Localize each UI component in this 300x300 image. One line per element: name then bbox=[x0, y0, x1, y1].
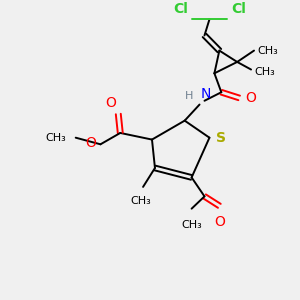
Text: O: O bbox=[105, 96, 116, 110]
Text: CH₃: CH₃ bbox=[257, 46, 278, 56]
Text: N: N bbox=[200, 87, 211, 101]
Text: O: O bbox=[85, 136, 97, 150]
Text: CH₃: CH₃ bbox=[131, 196, 152, 206]
Text: Cl: Cl bbox=[173, 2, 188, 16]
Text: Cl: Cl bbox=[231, 2, 246, 16]
Text: CH₃: CH₃ bbox=[45, 133, 66, 143]
Text: CH₃: CH₃ bbox=[181, 220, 202, 230]
Text: CH₃: CH₃ bbox=[254, 68, 275, 77]
Text: O: O bbox=[214, 215, 225, 229]
Text: H: H bbox=[185, 91, 194, 101]
Text: O: O bbox=[245, 91, 256, 105]
Text: S: S bbox=[216, 131, 226, 145]
